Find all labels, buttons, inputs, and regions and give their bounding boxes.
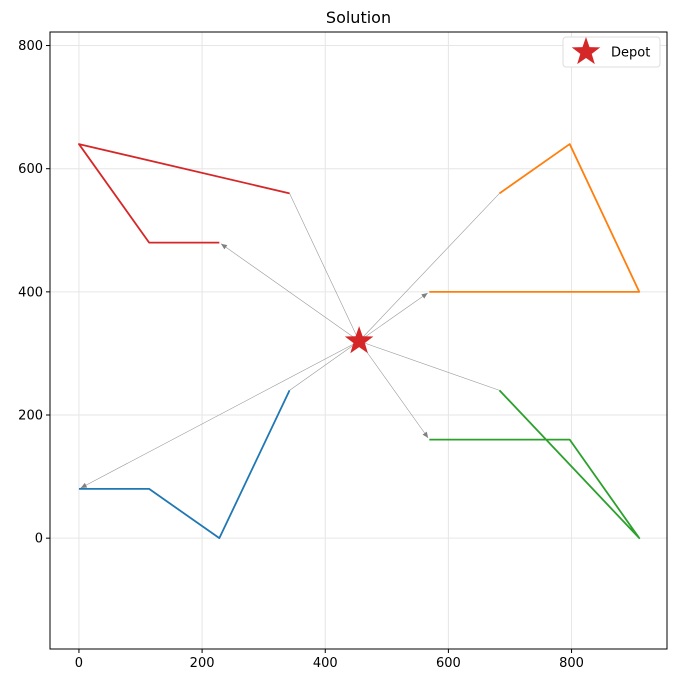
arrowhead xyxy=(421,293,428,299)
route-line xyxy=(429,389,641,540)
y-tick-label: 800 xyxy=(18,39,43,54)
chart-title: Solution xyxy=(326,8,391,27)
y-tick-label: 400 xyxy=(18,285,43,300)
return-connector xyxy=(289,193,360,342)
arrowhead xyxy=(220,243,228,250)
depot-star-icon xyxy=(344,326,374,354)
depot-marker-group xyxy=(344,326,374,354)
return-connector xyxy=(289,340,360,391)
return-connector xyxy=(359,340,500,391)
outbound-connector xyxy=(358,292,428,342)
x-tick-label: 200 xyxy=(190,656,215,671)
route-line xyxy=(78,143,290,244)
outbound-connector xyxy=(80,340,360,489)
x-tick-label: 400 xyxy=(313,656,338,671)
outbound-connector xyxy=(220,243,360,342)
arrowhead xyxy=(422,431,429,439)
route-line xyxy=(78,389,291,540)
arrowhead xyxy=(80,482,88,488)
depot-connectors xyxy=(80,193,500,489)
route-line xyxy=(429,143,641,293)
y-tick-label: 200 xyxy=(18,409,43,424)
outbound-connector xyxy=(358,340,429,439)
legend: Depot xyxy=(562,36,661,68)
x-tick-label: 600 xyxy=(436,656,461,671)
x-tick-label: 0 xyxy=(75,656,83,671)
axis-ticks: 0 200 400 600 800 0 200 400 600 800 xyxy=(18,39,584,671)
x-tick-label: 800 xyxy=(559,656,584,671)
routes xyxy=(78,143,641,540)
y-tick-label: 0 xyxy=(35,532,43,547)
plot-frame xyxy=(49,31,668,650)
legend-depot-star-icon xyxy=(571,37,601,65)
legend-depot-label: Depot xyxy=(611,46,650,61)
y-tick-label: 600 xyxy=(18,162,43,177)
return-connector xyxy=(358,193,500,342)
